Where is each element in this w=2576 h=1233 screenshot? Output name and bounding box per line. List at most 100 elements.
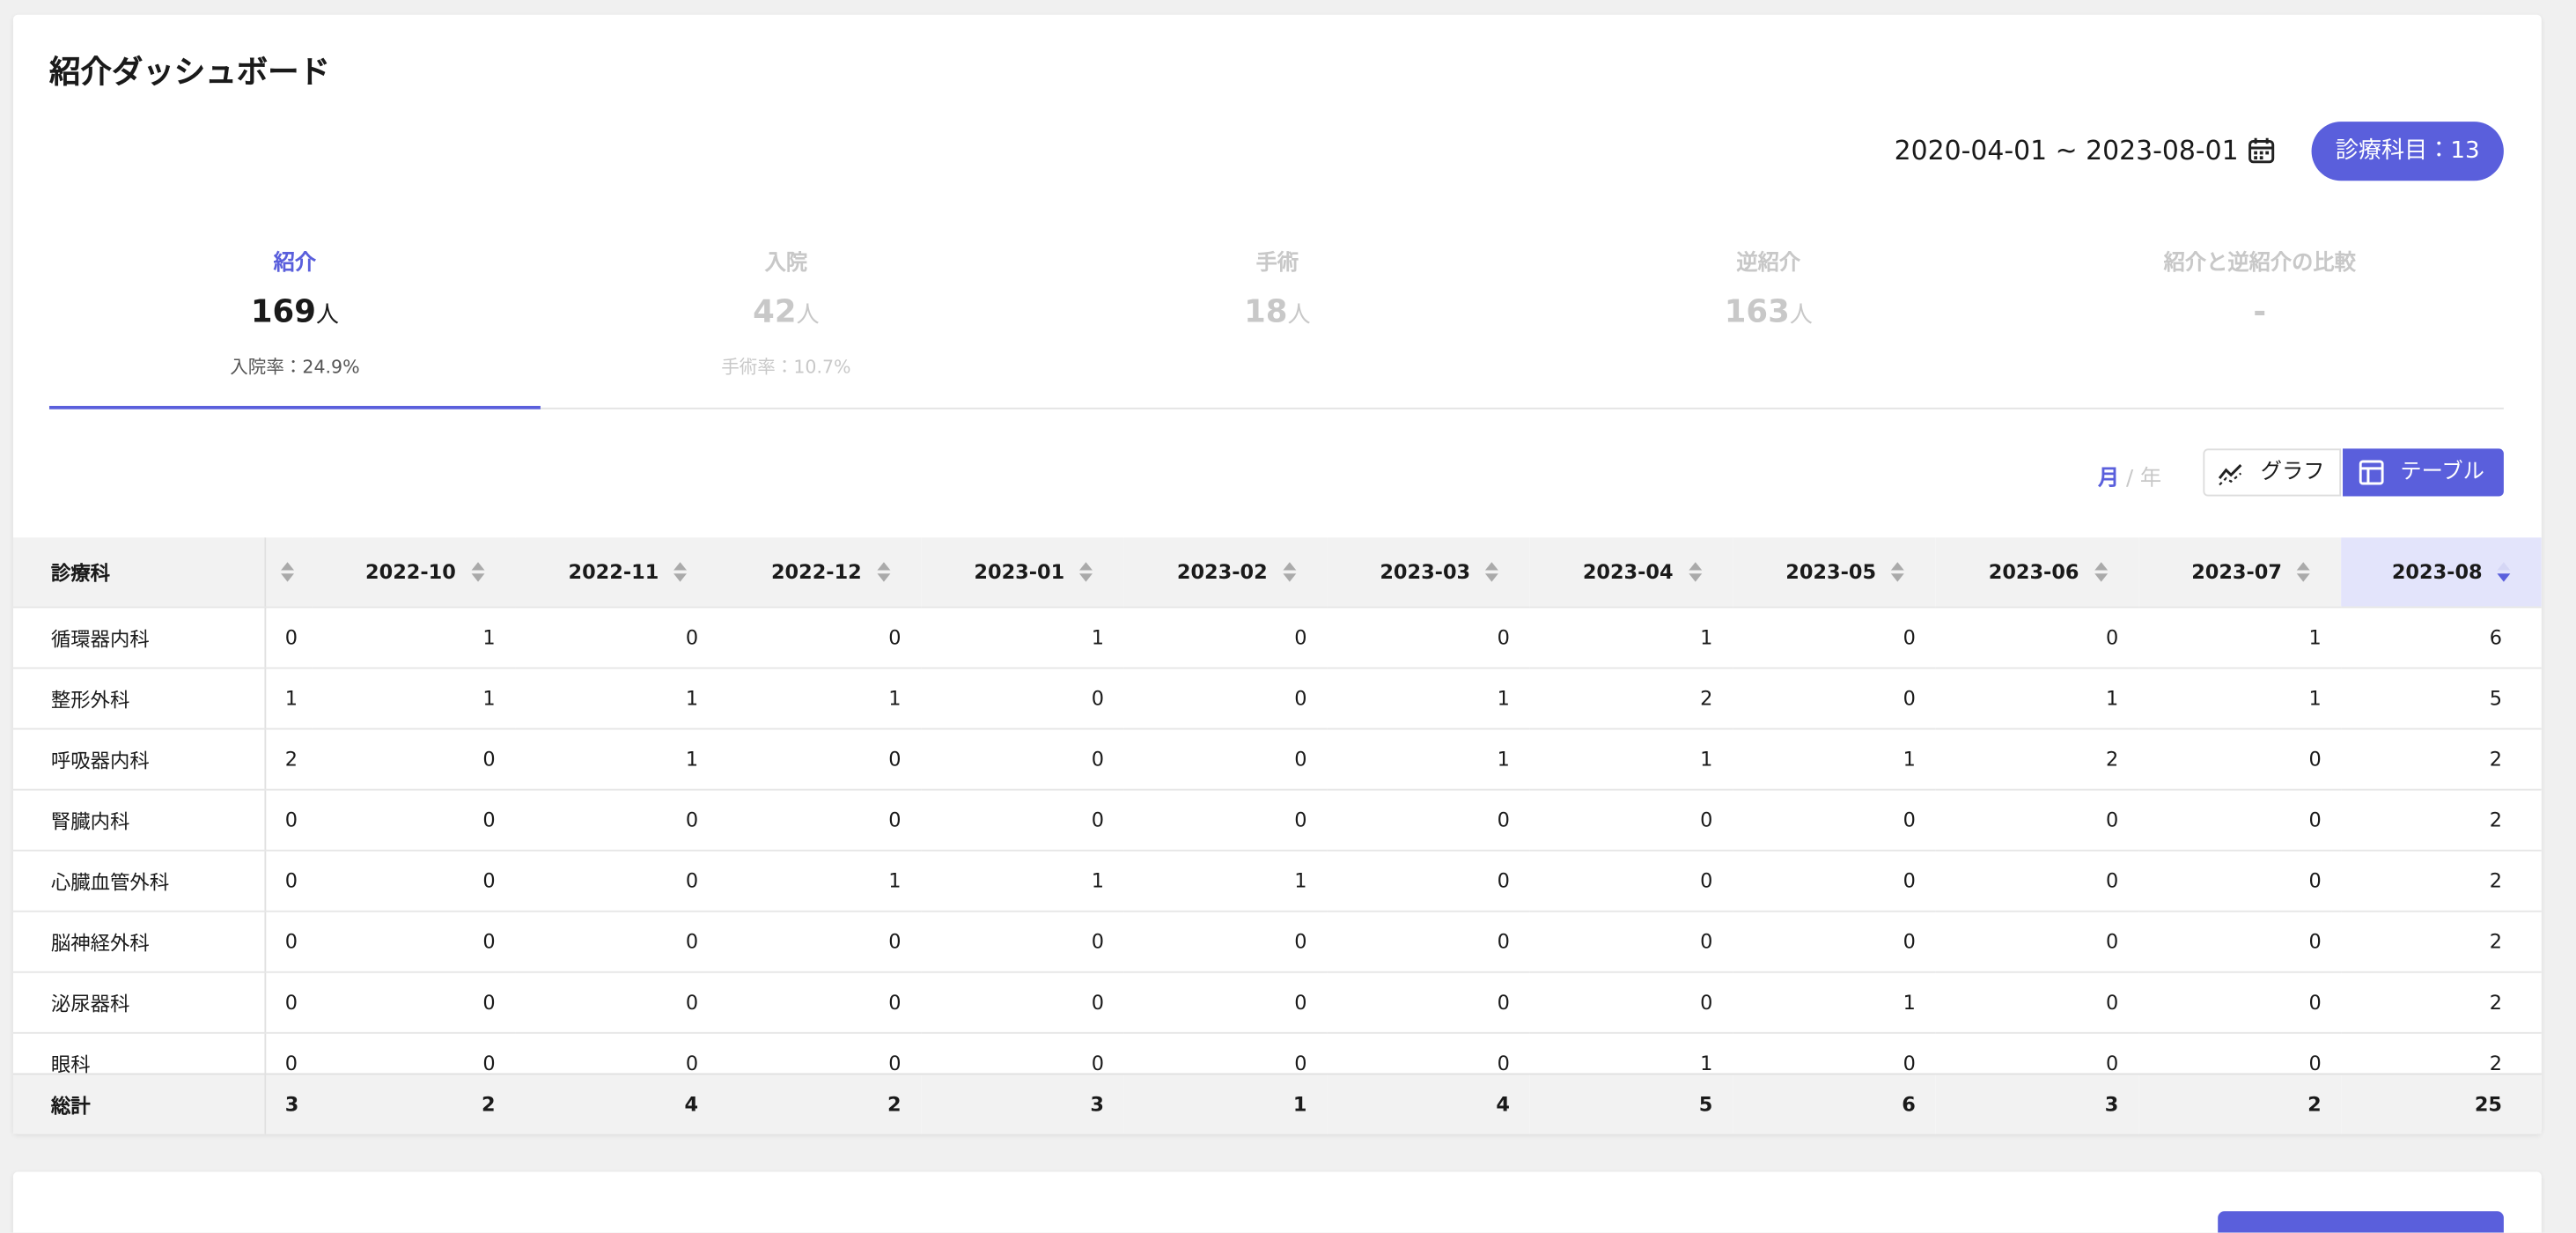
count-cell: 0 [1123, 728, 1327, 791]
tabs-divider [48, 407, 2504, 410]
count-cell: 1 [920, 607, 1124, 669]
sort-icon[interactable] [1687, 561, 1704, 584]
tab[interactable]: 逆紹介 163人 [1523, 245, 2014, 331]
count-cell: 0 [1732, 789, 1936, 852]
header-label: 2023-06 [1988, 559, 2079, 583]
action-button[interactable] [2218, 1211, 2504, 1233]
sort-icon[interactable] [278, 561, 295, 584]
sort-icon[interactable] [1078, 561, 1094, 584]
tab-unit: 人 [796, 302, 820, 329]
header-label: 2023-01 [974, 559, 1065, 583]
header-cell: 2023-05 [1732, 537, 1936, 609]
header-label: 2023-02 [1176, 559, 1268, 583]
count-cell: 0 [515, 911, 718, 973]
table-button[interactable]: テーブル [2343, 448, 2504, 497]
count-cell: 1 [2138, 607, 2342, 669]
header-label: 2022-10 [365, 559, 456, 583]
tab-count: 169 [250, 294, 316, 331]
count-cell: 0 [515, 850, 718, 912]
header-cell: 2022-10 [312, 537, 516, 609]
header-cell: 2023-08 [2341, 537, 2542, 609]
sort-icon[interactable] [672, 561, 688, 584]
count-cell: 5 [2341, 668, 2542, 730]
count-cell: 0 [1529, 789, 1733, 852]
header-label: 2022-12 [770, 559, 862, 583]
total-cell: 2 [312, 1074, 516, 1134]
department-cell: 眼科 [12, 1032, 266, 1074]
tab-label: 紹介 [273, 251, 317, 277]
count-cell: 0 [1326, 789, 1530, 852]
table-label: テーブル [2400, 460, 2484, 485]
count-cell: 0 [1326, 1032, 1530, 1074]
count-cell: 1 [1326, 728, 1530, 791]
graph-button[interactable]: グラフ [2203, 448, 2342, 497]
count-cell: 0 [2138, 1032, 2342, 1074]
tab-unit: 人 [1789, 302, 1813, 329]
count-cell: 0 [1935, 850, 2138, 912]
count-cell: 1 [718, 850, 921, 912]
count-cell: 0 [515, 789, 718, 852]
total-cell: 2 [2138, 1074, 2342, 1134]
count-cell: 0 [1123, 789, 1327, 852]
table-row: 呼吸器内科 2 0 1 0 0 0 1 1 1 2 0 2 [12, 728, 2542, 791]
department-button[interactable]: 診療科目：13 [2311, 122, 2504, 181]
header-label: 2023-04 [1582, 559, 1674, 583]
count-cell: 0 [312, 1032, 516, 1074]
dashboard-card: 紹介ダッシュボード 2020-04-01 ~ 2023-08-01 診療科目：1… [12, 14, 2542, 1136]
table-footer: 総計 3 2 4 2 3 1 4 5 6 3 2 25 [12, 1073, 2542, 1136]
department-cell: 呼吸器内科 [12, 728, 266, 791]
count-cell: 1 [1732, 728, 1936, 791]
calendar-icon[interactable] [2248, 137, 2276, 165]
month-option[interactable]: 月 [2097, 466, 2120, 491]
count-cell: 0 [312, 971, 516, 1034]
tab-count: - [2253, 294, 2267, 331]
tab[interactable]: 紹介と逆紹介の比較 - [2014, 245, 2506, 331]
header-cell: 2023-03 [1326, 537, 1530, 609]
tab-label: 手術 [1255, 251, 1299, 277]
year-option[interactable]: 年 [2139, 466, 2162, 491]
sort-icon[interactable] [2295, 561, 2312, 584]
tab-count: 18 [1244, 294, 1288, 331]
total-cell: 3 [1935, 1074, 2138, 1134]
table-body-viewport: 診療科 2022-10 2022-11 2022-12 2023-01 2023-02 20… [12, 537, 2542, 1074]
count-cell: 1 [1326, 668, 1530, 730]
department-cell: 泌尿器科 [12, 971, 266, 1034]
count-cell: 0 [718, 971, 921, 1034]
tab-value: - [2014, 294, 2506, 330]
separator: / [2125, 466, 2134, 491]
sort-icon[interactable] [875, 561, 892, 584]
sort-icon[interactable] [1483, 561, 1500, 584]
count-cell: 0 [1935, 971, 2138, 1034]
tab-unit: 人 [315, 302, 340, 329]
count-cell: 0 [1732, 1032, 1936, 1074]
count-cell: 2 [264, 728, 313, 791]
sort-icon[interactable] [469, 561, 486, 584]
count-cell: 1 [1529, 1032, 1733, 1074]
tab[interactable]: 紹介 169人 入院率：24.9% [49, 245, 541, 380]
tab[interactable]: 手術 18人 [1032, 245, 1523, 331]
date-range[interactable]: 2020-04-01 ~ 2023-08-01 [1894, 135, 2239, 166]
table-row: 眼科 0 0 0 0 0 0 0 1 0 0 0 2 [12, 1032, 2542, 1074]
count-cell: 0 [264, 971, 313, 1034]
sort-icon[interactable] [1889, 561, 1906, 584]
tab-value: 163人 [1523, 294, 2014, 330]
count-cell: 0 [1123, 607, 1327, 669]
sort-icon[interactable] [1281, 561, 1298, 584]
sort-icon[interactable] [2496, 561, 2513, 584]
count-cell: 0 [2138, 971, 2342, 1034]
total-cell: 3 [264, 1074, 313, 1134]
header-cell: 2022-12 [718, 537, 921, 609]
total-cell: 25 [2341, 1074, 2542, 1134]
sort-icon[interactable] [2092, 561, 2109, 584]
count-cell: 0 [1326, 607, 1530, 669]
footer-table: 総計 3 2 4 2 3 1 4 5 6 3 2 25 [12, 1074, 2542, 1134]
count-cell: 1 [920, 850, 1124, 912]
count-cell: 0 [1935, 911, 2138, 973]
count-cell: 1 [2138, 668, 2342, 730]
count-cell: 0 [2138, 728, 2342, 791]
tab[interactable]: 入院 42人 手術率：10.7% [541, 245, 1032, 380]
tab-label: 紹介と逆紹介の比較 [2163, 251, 2356, 277]
count-cell: 0 [920, 668, 1124, 730]
